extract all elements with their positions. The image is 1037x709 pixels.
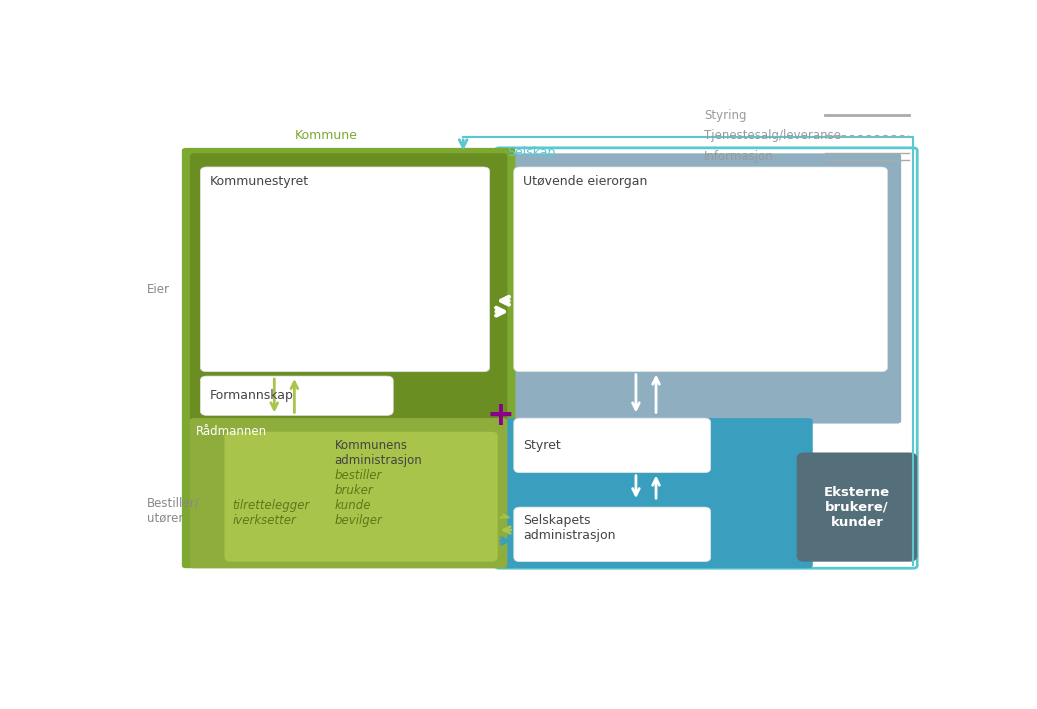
Text: Eier: Eier [147, 284, 170, 296]
FancyBboxPatch shape [796, 452, 918, 562]
Text: Kommunens
administrasjon: Kommunens administrasjon [335, 439, 422, 467]
Text: +: + [486, 399, 514, 432]
FancyBboxPatch shape [190, 418, 507, 568]
FancyBboxPatch shape [200, 376, 393, 415]
Text: Selskap: Selskap [507, 146, 556, 159]
Text: Kommunestyret: Kommunestyret [209, 175, 309, 188]
Text: Bestiller/
utører: Bestiller/ utører [147, 497, 200, 525]
Text: tilrettelegger
iverksetter: tilrettelegger iverksetter [232, 499, 310, 527]
FancyBboxPatch shape [513, 167, 888, 372]
FancyBboxPatch shape [503, 153, 901, 423]
FancyBboxPatch shape [513, 507, 710, 562]
Text: Tjenestesalg/leveranse: Tjenestesalg/leveranse [704, 129, 841, 143]
Text: bestiller
bruker
kunde
bevilger: bestiller bruker kunde bevilger [335, 469, 383, 527]
Text: Styret: Styret [524, 439, 561, 452]
FancyBboxPatch shape [513, 418, 710, 473]
Text: Utøvende eierorgan: Utøvende eierorgan [524, 175, 648, 188]
FancyBboxPatch shape [181, 148, 515, 568]
FancyBboxPatch shape [224, 432, 498, 562]
FancyBboxPatch shape [190, 153, 507, 423]
FancyBboxPatch shape [496, 148, 918, 568]
Text: Rådmannen: Rådmannen [196, 425, 268, 437]
Text: Styring: Styring [704, 108, 747, 122]
Text: Kommune: Kommune [296, 130, 358, 143]
Text: Informasjon: Informasjon [704, 150, 774, 163]
FancyBboxPatch shape [200, 167, 489, 372]
FancyBboxPatch shape [503, 418, 813, 568]
Text: Formannskap: Formannskap [209, 389, 293, 402]
Text: Selskapets
administrasjon: Selskapets administrasjon [524, 513, 616, 542]
Text: Eksterne
brukere/
kunder: Eksterne brukere/ kunder [823, 486, 890, 529]
